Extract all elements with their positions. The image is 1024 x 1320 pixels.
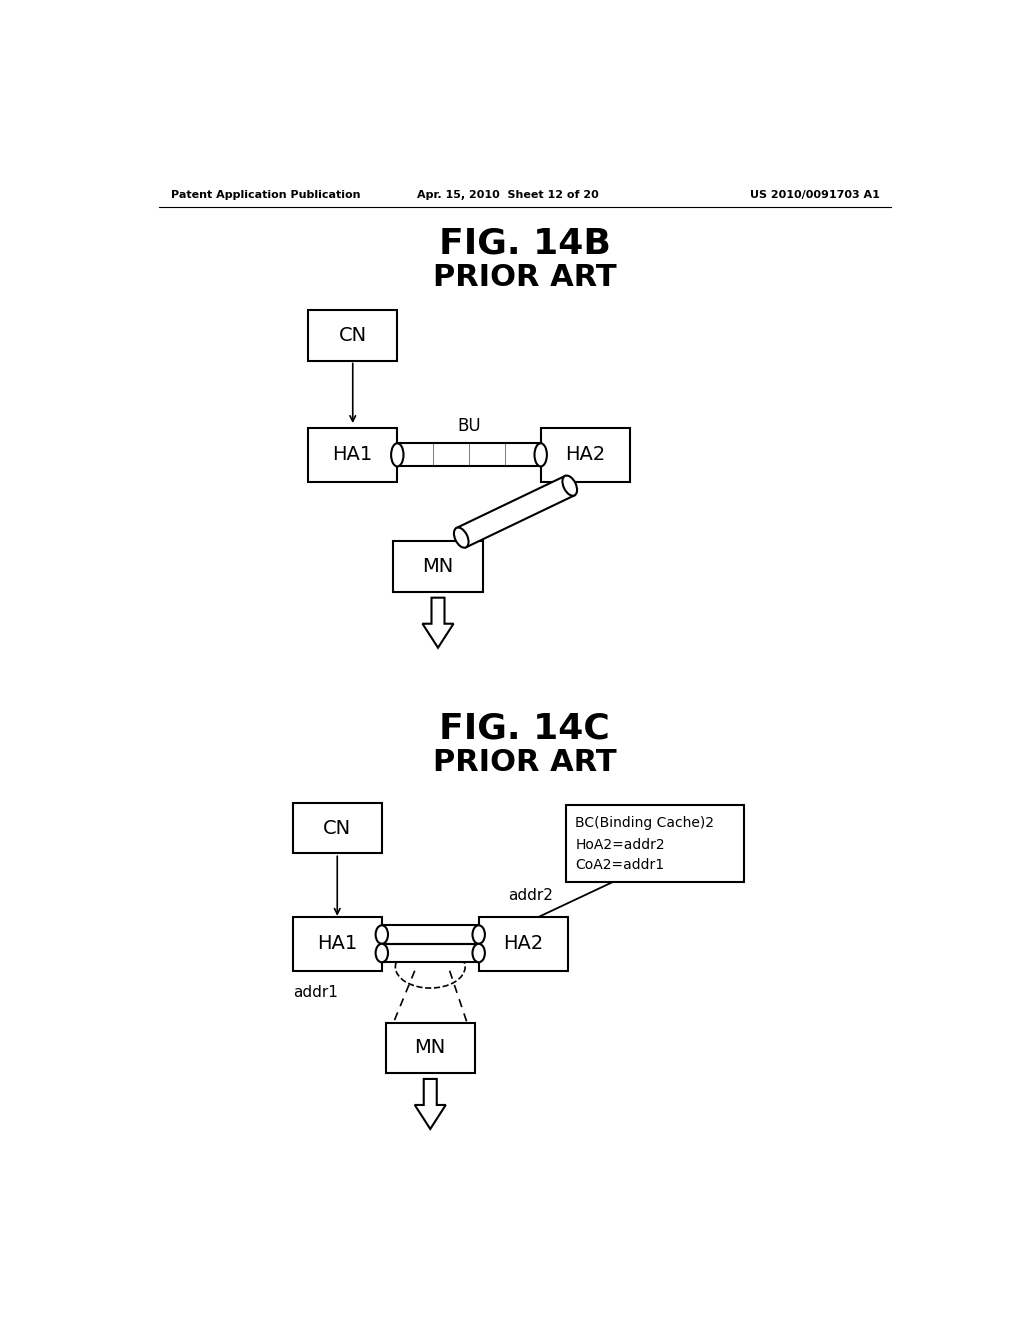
Ellipse shape <box>472 944 485 962</box>
Polygon shape <box>423 598 454 648</box>
Ellipse shape <box>391 444 403 466</box>
Text: HA2: HA2 <box>565 445 605 465</box>
Text: CoA2=addr1: CoA2=addr1 <box>575 858 665 871</box>
Text: addr1: addr1 <box>293 985 338 999</box>
Text: HA2: HA2 <box>503 935 544 953</box>
Ellipse shape <box>562 475 578 496</box>
Bar <box>566 805 744 882</box>
Bar <box>293 917 382 970</box>
Polygon shape <box>415 1078 445 1129</box>
Text: FIG. 14C: FIG. 14C <box>439 711 610 746</box>
Text: Patent Application Publication: Patent Application Publication <box>171 190 360 201</box>
Text: US 2010/0091703 A1: US 2010/0091703 A1 <box>750 190 880 201</box>
Text: MN: MN <box>422 557 454 576</box>
Text: HoA2=addr2: HoA2=addr2 <box>575 837 665 851</box>
Bar <box>308 310 397 360</box>
Bar <box>308 428 397 482</box>
Bar <box>293 804 382 853</box>
Text: PRIOR ART: PRIOR ART <box>433 263 616 292</box>
Ellipse shape <box>472 925 485 944</box>
Text: Apr. 15, 2010  Sheet 12 of 20: Apr. 15, 2010 Sheet 12 of 20 <box>417 190 599 201</box>
Bar <box>382 925 478 944</box>
Bar <box>382 944 478 962</box>
Text: CN: CN <box>324 818 351 838</box>
Text: MN: MN <box>415 1039 445 1057</box>
Text: BC(Binding Cache)2: BC(Binding Cache)2 <box>575 816 714 830</box>
Polygon shape <box>457 477 574 548</box>
Text: HA1: HA1 <box>333 445 373 465</box>
Bar <box>397 444 541 466</box>
Ellipse shape <box>454 528 469 548</box>
Bar <box>393 541 482 591</box>
Text: FIG. 14B: FIG. 14B <box>439 226 610 260</box>
Text: HA1: HA1 <box>317 935 357 953</box>
Ellipse shape <box>376 925 388 944</box>
Text: BU: BU <box>457 417 481 434</box>
Text: PRIOR ART: PRIOR ART <box>433 748 616 777</box>
Ellipse shape <box>376 944 388 962</box>
Ellipse shape <box>535 444 547 466</box>
Bar <box>541 428 630 482</box>
Text: CN: CN <box>339 326 367 345</box>
Bar <box>478 917 568 970</box>
Bar <box>386 1023 475 1073</box>
Text: addr2: addr2 <box>508 888 553 903</box>
